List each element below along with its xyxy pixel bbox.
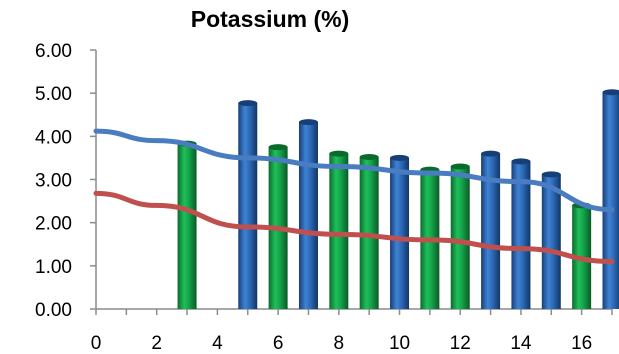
bar-cap (269, 144, 288, 150)
bar-body (542, 174, 561, 309)
bar (603, 89, 619, 309)
bar-body (299, 122, 318, 309)
blue-trend-line (96, 131, 612, 210)
x-tick-label: 14 (510, 333, 532, 354)
x-tick-label: 16 (571, 333, 592, 354)
bar-cap (542, 171, 561, 177)
bar (238, 100, 257, 309)
y-axis: 0.00 1.00 2.00 3.00 4.00 5.00 6.00 (35, 41, 96, 321)
bar-cap (451, 164, 470, 170)
y-tick-label: 4.00 (35, 127, 72, 148)
x-axis: 0 2 4 6 8 10 12 14 16 (91, 309, 612, 354)
bar-body (390, 158, 409, 309)
x-tick-label: 0 (91, 333, 102, 354)
y-tick-label: 3.00 (35, 171, 72, 192)
bar-body (329, 154, 348, 309)
bar-body (451, 167, 470, 309)
bar-cap (238, 100, 257, 106)
bar-body (178, 144, 197, 309)
bar-series (178, 89, 619, 309)
bar (451, 164, 470, 309)
bar (178, 141, 197, 309)
bar-cap (329, 151, 348, 157)
bar-body (238, 103, 257, 309)
bar-cap (360, 154, 379, 160)
bar-cap (511, 158, 530, 164)
red-trend-line (96, 193, 612, 261)
y-tick-label: 1.00 (35, 257, 72, 278)
line-series (96, 131, 612, 261)
bar-body (603, 92, 619, 309)
y-tick-label: 0.00 (35, 300, 72, 321)
bar (481, 151, 500, 309)
x-tick-label: 12 (450, 333, 471, 354)
y-tick-label: 6.00 (35, 41, 72, 62)
bar-cap (390, 155, 409, 161)
x-tick-label: 6 (273, 333, 284, 354)
bar (329, 151, 348, 309)
bar (390, 155, 409, 309)
bar-cap (481, 151, 500, 157)
x-tick-label: 4 (212, 333, 223, 354)
x-tick-label: 8 (334, 333, 345, 354)
y-tick-label: 2.00 (35, 214, 72, 235)
x-tick-label: 2 (151, 333, 162, 354)
chart-title: Potassium (%) (191, 6, 349, 32)
x-tick-label: 10 (389, 333, 410, 354)
bar-cap (299, 119, 318, 125)
y-tick-label: 5.00 (35, 84, 72, 105)
bar (299, 119, 318, 309)
bar (360, 154, 379, 309)
